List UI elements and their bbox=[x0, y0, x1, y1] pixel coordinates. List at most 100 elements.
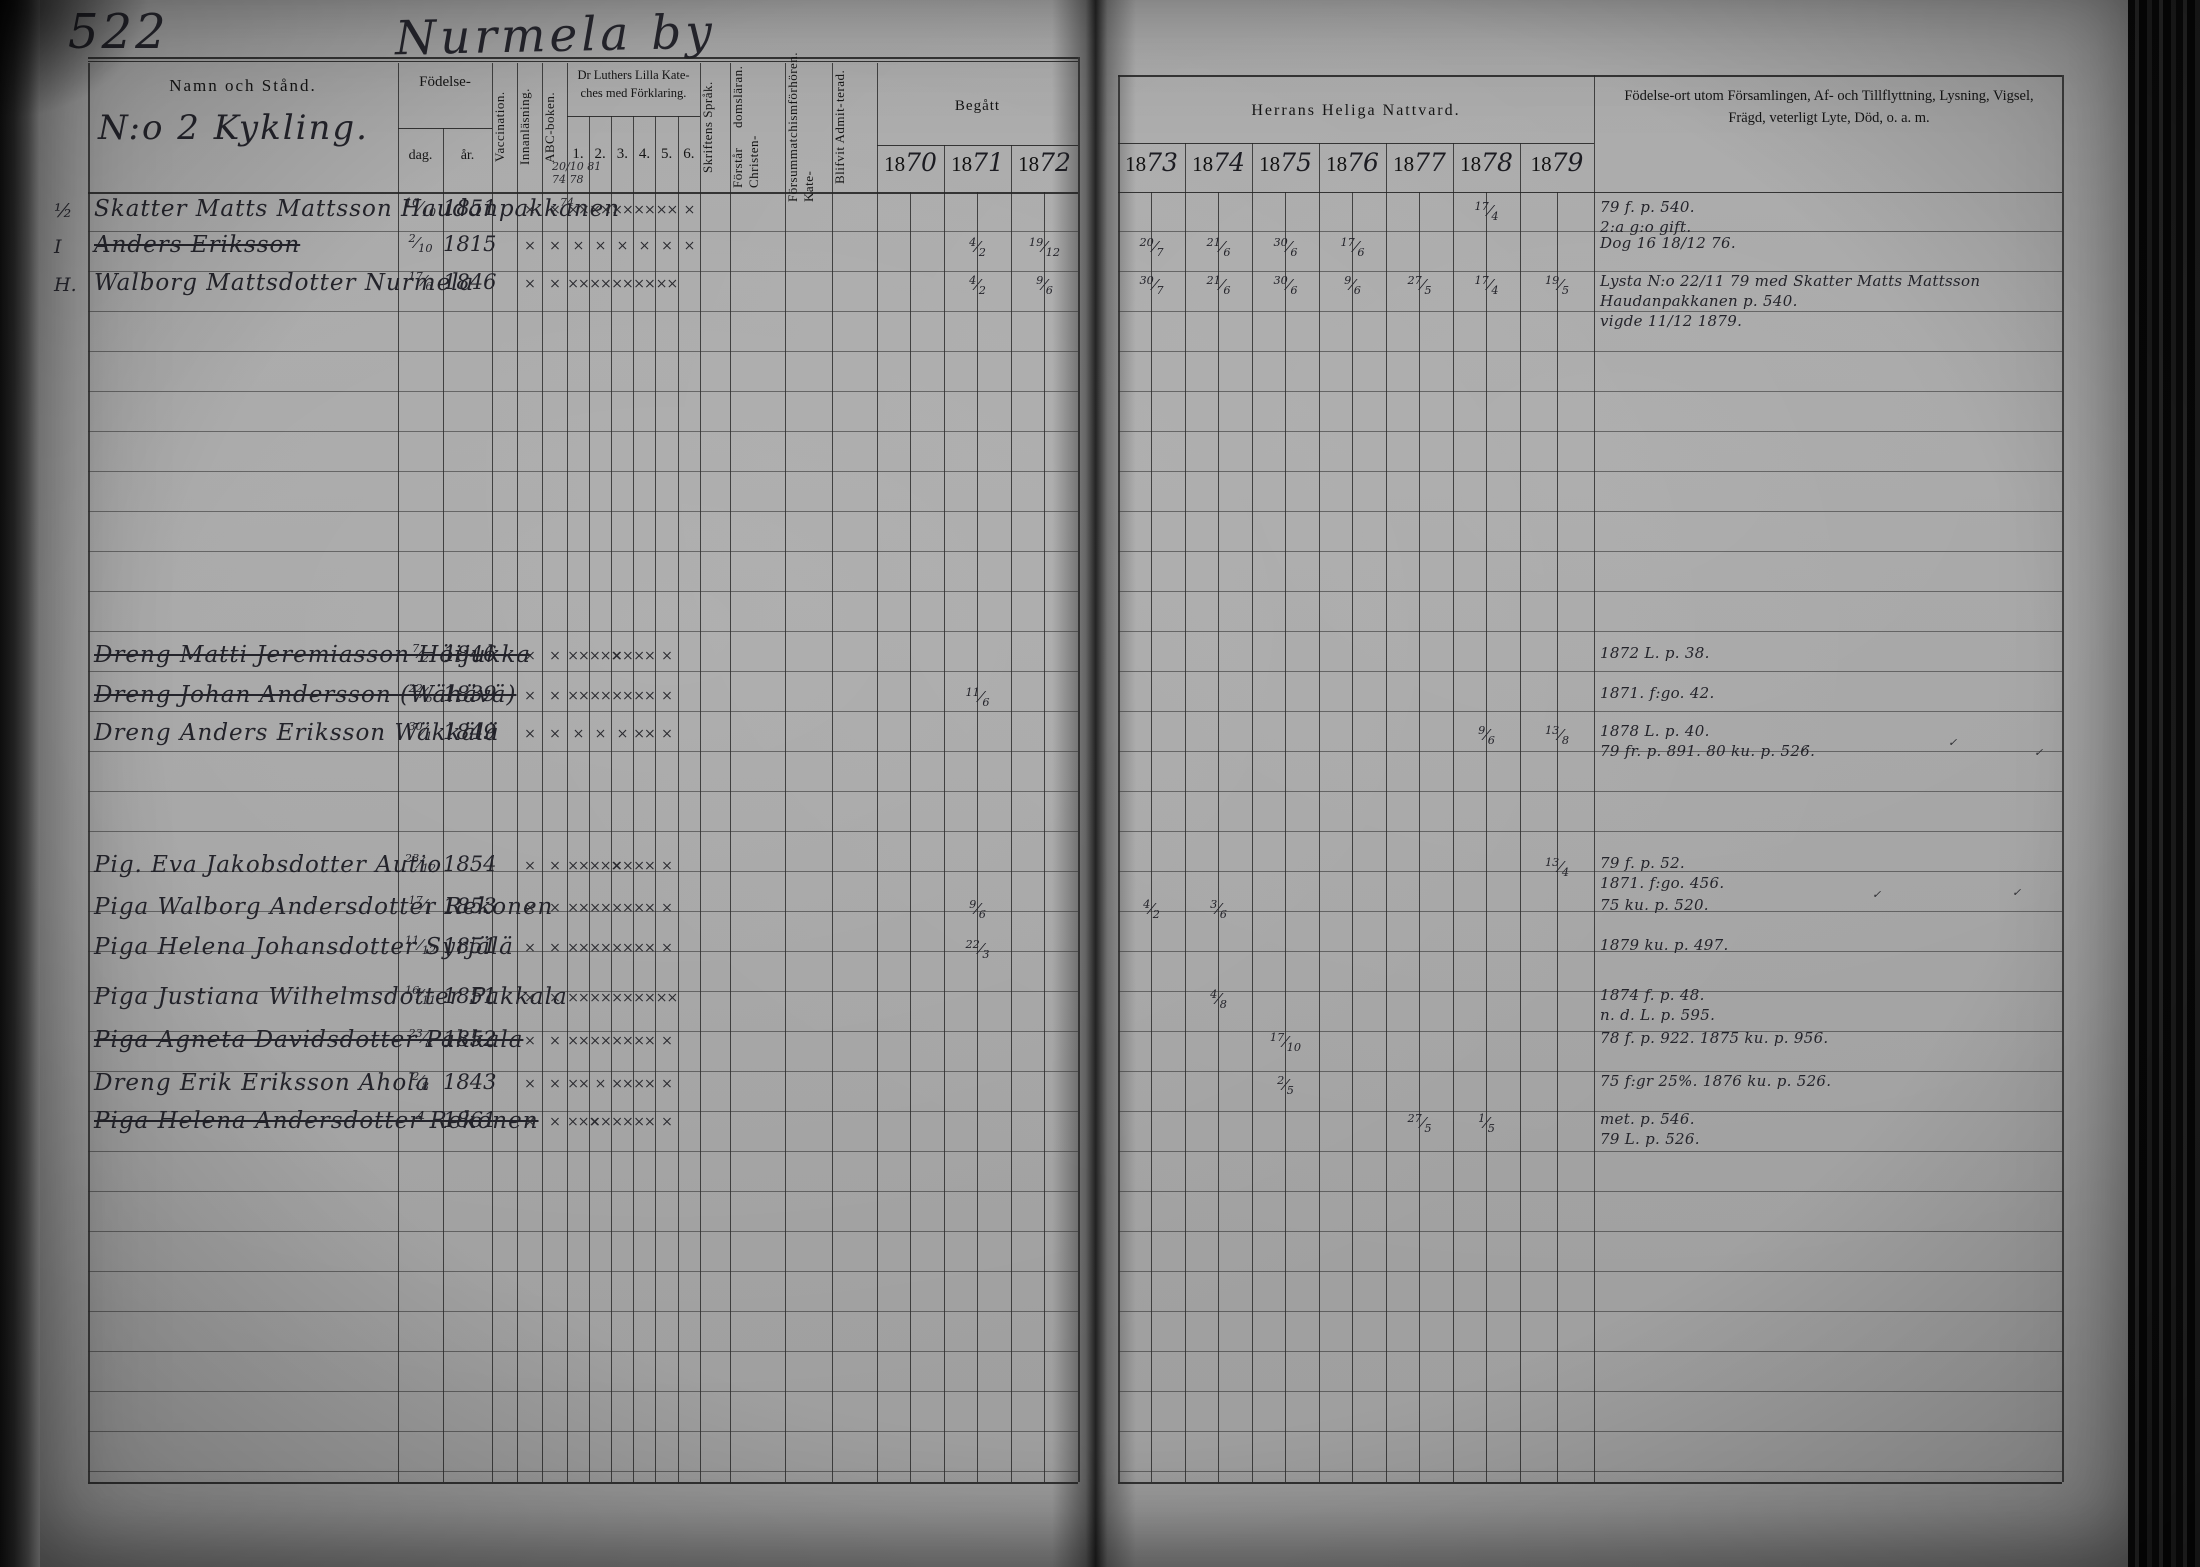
communion-date: 17⁄10 bbox=[1269, 1031, 1302, 1054]
birth-year: 1846 bbox=[443, 642, 497, 666]
margin-annotation: ✓ bbox=[2012, 886, 2022, 899]
communion-date: 4⁄8 bbox=[1210, 988, 1227, 1011]
row-margin-mark: H. bbox=[54, 274, 77, 296]
row-name: Pig. Eva Jakobsdotter Autio bbox=[94, 852, 443, 878]
literacy-mark: × bbox=[524, 1033, 536, 1049]
literacy-mark: × bbox=[661, 1114, 673, 1130]
communion-date: 30⁄6 bbox=[1273, 236, 1298, 259]
birth-year: 1839 bbox=[443, 682, 497, 706]
col-header-year: 1873 bbox=[1125, 148, 1178, 177]
literacy-mark: ×× bbox=[567, 1076, 589, 1092]
literacy-mark: ×× bbox=[567, 202, 589, 218]
col-header-year: 1874 bbox=[1192, 148, 1245, 177]
row-notes: 78 f. p. 922. 1875 ku. p. 956. bbox=[1600, 1029, 1829, 1047]
communion-date: 22⁄3 bbox=[965, 938, 990, 961]
literacy-mark: ×× bbox=[633, 940, 655, 956]
literacy-mark: ×× bbox=[633, 726, 655, 742]
communion-date: 19⁄5 bbox=[1544, 274, 1569, 297]
communion-date: 1⁄5 bbox=[1478, 1112, 1495, 1135]
col-header-vertical: Vaccination. bbox=[492, 91, 507, 163]
margin-annotation: ✓ bbox=[2034, 746, 2044, 759]
table-rule-vertical bbox=[2062, 75, 2064, 1482]
row-notes: 79 f. p. 52. 1871. f:go. 456. bbox=[1600, 854, 1725, 892]
communion-date: 4⁄2 bbox=[969, 236, 986, 259]
literacy-mark: × bbox=[683, 238, 696, 254]
col-header-begatt: Begått bbox=[954, 98, 1001, 114]
literacy-mark: × bbox=[594, 726, 607, 742]
literacy-mark: ×× bbox=[611, 1114, 633, 1130]
communion-date: 11⁄6 bbox=[965, 686, 990, 709]
literacy-mark: ×× bbox=[611, 1076, 633, 1092]
literacy-mark: ××× bbox=[589, 858, 622, 874]
communion-date: 4⁄2 bbox=[969, 274, 986, 297]
literacy-mark: ×× bbox=[633, 1033, 655, 1049]
literacy-mark: × bbox=[549, 900, 561, 916]
col-header-nattvard: Herrans Heliga Nattvard. bbox=[1251, 102, 1461, 119]
row-name: Piga Justiana Wilhelmsdotter Pakkala bbox=[94, 984, 568, 1010]
col-header-year: 1870 bbox=[884, 148, 937, 177]
literacy-mark: × bbox=[661, 940, 673, 956]
col-header-vertical: Förstår Christen-domsläran. bbox=[730, 66, 761, 188]
col-header-year: 1871 bbox=[951, 148, 1004, 177]
table-rule-horizontal bbox=[88, 61, 1078, 62]
literacy-mark: × bbox=[549, 276, 561, 292]
literacy-mark: ×× bbox=[633, 900, 655, 916]
book-edge-left bbox=[0, 0, 40, 1567]
col-header-notes-1: Födelse-ort utom Församlingen, Af- och T… bbox=[1624, 88, 2034, 104]
row-notes: 1878 L. p. 40. 79 fr. p. 891. 80 ku. p. … bbox=[1600, 722, 1816, 760]
literacy-mark: ×× bbox=[589, 990, 611, 1006]
birth-year: 1854 bbox=[443, 852, 497, 876]
birth-year: 1851 bbox=[443, 984, 497, 1008]
row-notes: met. p. 546. 79 L. p. 526. bbox=[1600, 1110, 1700, 1148]
col-header-vertical: Försummat Kate-chismförhören. bbox=[785, 51, 816, 203]
literacy-mark: ×× bbox=[611, 276, 633, 292]
row-name: Piga Helena Andersdotter Rekonen bbox=[94, 1108, 539, 1134]
row-name: Skatter Matts Mattsson Haudanpakkanen bbox=[94, 196, 621, 222]
col-header-catechism-number: 1. bbox=[572, 146, 584, 162]
col-header-catechism-number: 2. bbox=[594, 146, 606, 162]
literacy-mark: ×× bbox=[611, 202, 633, 218]
birth-year: 1849 bbox=[443, 720, 497, 744]
row-name: Piga Walborg Andersdotter Rekonen bbox=[94, 894, 554, 920]
literacy-mark: × bbox=[549, 940, 561, 956]
table-rule-horizontal bbox=[1118, 1482, 2062, 1484]
col-header-vertical: Innanläsning. bbox=[517, 88, 532, 166]
literacy-mark: × bbox=[549, 1033, 561, 1049]
communion-date: 21⁄6 bbox=[1206, 236, 1231, 259]
communion-date: 21⁄6 bbox=[1206, 274, 1231, 297]
literacy-mark: × bbox=[683, 202, 696, 218]
col-header-year: 1875 bbox=[1259, 148, 1312, 177]
literacy-mark: × bbox=[524, 1114, 536, 1130]
birth-year: 1851 bbox=[443, 934, 497, 958]
birth-year: 1851 bbox=[443, 196, 497, 220]
communion-date: 17⁄6 bbox=[1340, 236, 1365, 259]
literacy-mark: ×× bbox=[567, 940, 589, 956]
communion-date: 9⁄6 bbox=[1478, 724, 1495, 747]
col-header-name: Namn och Stånd. bbox=[169, 76, 317, 95]
literacy-mark: × bbox=[572, 238, 585, 254]
col-header-catechism-number: 4. bbox=[638, 146, 651, 162]
literacy-mark: ×× bbox=[633, 1076, 655, 1092]
literacy-mark: ×× bbox=[567, 688, 589, 704]
literacy-mark: ×× bbox=[633, 688, 655, 704]
literacy-mark: ×× bbox=[589, 202, 611, 218]
literacy-mark: × bbox=[524, 940, 536, 956]
col-header-year: 1879 bbox=[1530, 148, 1584, 177]
literacy-mark: × bbox=[572, 726, 585, 742]
communion-date: 9⁄6 bbox=[969, 898, 986, 921]
birth-year: 1861 bbox=[443, 1108, 497, 1132]
literacy-mark: ×× bbox=[611, 940, 633, 956]
literacy-mark: ×× bbox=[567, 276, 589, 292]
row-name: Piga Agneta Davidsdotter Pakkala bbox=[94, 1027, 524, 1053]
literacy-mark: × bbox=[524, 900, 536, 916]
col-header-birth-day: dag. bbox=[408, 148, 433, 163]
literacy-mark: × bbox=[661, 1033, 673, 1049]
communion-date: 9⁄6 bbox=[1036, 274, 1053, 297]
communion-date: 13⁄8 bbox=[1544, 724, 1569, 747]
table-rule-horizontal bbox=[1118, 75, 2062, 77]
col-header-year: 1877 bbox=[1393, 148, 1446, 177]
literacy-mark: × bbox=[524, 238, 536, 254]
row-notes: Dog 16 18/12 76. bbox=[1600, 234, 1736, 252]
literacy-mark: × bbox=[616, 726, 629, 742]
